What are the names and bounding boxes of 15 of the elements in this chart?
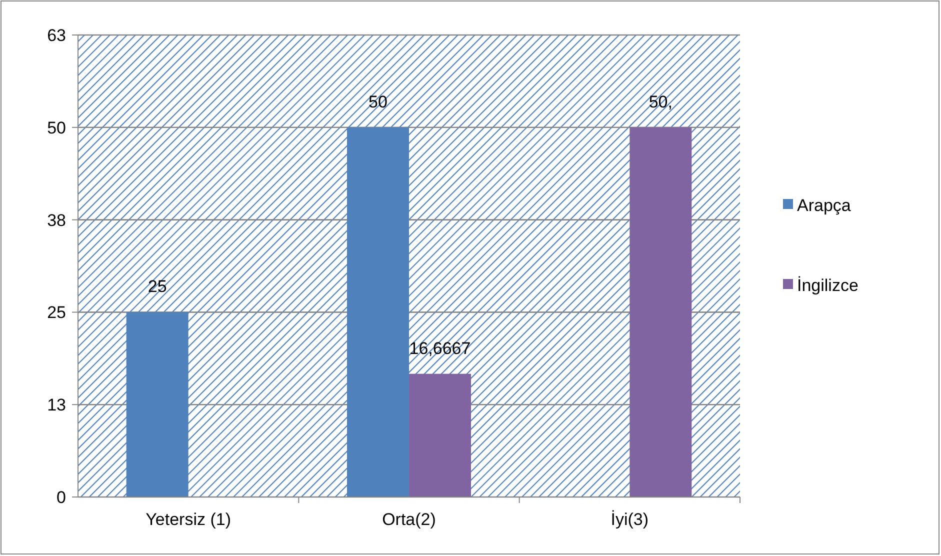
legend-label: İngilizce — [797, 276, 858, 295]
bar — [126, 312, 188, 497]
y-tick-label: 63 — [47, 26, 66, 45]
x-tick-label: İyi(3) — [610, 510, 649, 529]
bar — [347, 127, 409, 497]
y-tick-label: 0 — [56, 488, 66, 507]
y-tick-label: 50 — [47, 118, 66, 138]
y-tick-label: 13 — [47, 396, 66, 415]
y-tick-label: 38 — [47, 210, 66, 230]
x-tick-label: Yetersiz (1) — [146, 510, 232, 529]
x-tick-label: Orta(2) — [382, 510, 436, 529]
legend-label: Arapça — [797, 196, 852, 215]
bar — [409, 374, 471, 497]
bar — [630, 127, 692, 497]
y-tick-label: 25 — [47, 303, 66, 322]
